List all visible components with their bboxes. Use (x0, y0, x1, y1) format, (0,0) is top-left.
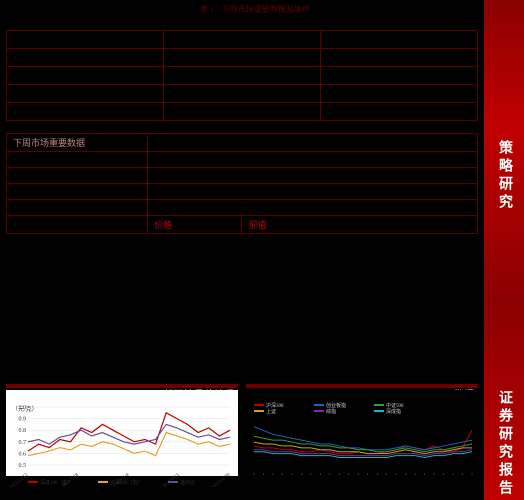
table-cell (164, 85, 321, 103)
svg-text:创业板指: 创业板指 (326, 402, 346, 409)
table-cell (321, 103, 478, 121)
sidebar: 策略研究 证券研究报告 (484, 0, 524, 500)
table-cell (7, 200, 148, 216)
chart-2: 数据 沪深300 创业板指 中证500 上证 综指 深成指 (246, 384, 478, 494)
table-header: 下周市场重要数据 (7, 134, 148, 152)
svg-text:2019/04/30: 2019/04/30 (211, 472, 232, 487)
svg-text:溢价比: 溢价比 (180, 479, 195, 486)
svg-text:沪深300（右）: 沪深300（右） (110, 479, 143, 486)
table-cell (321, 67, 478, 85)
svg-text:2012/12/12: 2012/12/12 (9, 472, 30, 487)
table-cell (164, 67, 321, 85)
table-2: 下周市场重要数据价格前值 (6, 133, 478, 234)
svg-text:0.8: 0.8 (19, 428, 27, 434)
table-cell (321, 85, 478, 103)
svg-text:深成指: 深成指 (386, 408, 401, 415)
chart-2-svg: 沪深300 创业板指 中证500 上证 综指 深成指 (246, 401, 476, 487)
svg-text:综指: 综指 (326, 408, 336, 415)
sidebar-label-2: 证券研究报告 (494, 390, 514, 498)
table-cell (164, 49, 321, 67)
table-cell (148, 168, 478, 184)
table-cell: 价格 (148, 216, 242, 234)
table-cell (7, 152, 148, 168)
sidebar-label-1: 策略研究 (494, 140, 514, 212)
svg-text:（元/克）: （元/克） (12, 405, 38, 413)
charts-row: 103 元-105 元 特殊情景估值看 0.50.60.70.80.91.0（元… (6, 384, 478, 494)
table-cell (148, 184, 478, 200)
svg-text:深证100（右）: 深证100（右） (40, 479, 73, 486)
table-cell (7, 216, 148, 234)
table-cell (7, 31, 164, 49)
svg-text:0.7: 0.7 (19, 440, 27, 446)
table-cell (321, 31, 478, 49)
chart-1-svg: 0.50.60.70.80.91.0（元/克）2012/12/122014/7/… (6, 401, 236, 487)
svg-text:上证: 上证 (266, 408, 276, 415)
chart-1-body: 0.50.60.70.80.91.0（元/克）2012/12/122014/7/… (6, 390, 238, 476)
chart-1: 103 元-105 元 特殊情景估值看 0.50.60.70.80.91.0（元… (6, 384, 238, 494)
svg-text:2017/09/1: 2017/09/1 (162, 472, 181, 487)
table-1 (6, 30, 478, 121)
table-cell (7, 184, 148, 200)
table-cell (7, 85, 164, 103)
top-note: 表 1：下周市场重要数据及事件 (200, 4, 310, 15)
table-cell (164, 103, 321, 121)
main-content: 表 1：下周市场重要数据及事件 下周市场重要数据价格前值 103 元-105 元… (0, 0, 484, 500)
chart-2-title: 数据 (246, 384, 478, 388)
table-header (148, 134, 478, 152)
table-cell: 前值 (242, 216, 478, 234)
svg-text:0.9: 0.9 (19, 417, 27, 423)
table-cell (7, 67, 164, 85)
chart-2-body: 沪深300 创业板指 中证500 上证 综指 深成指 (246, 390, 478, 476)
table-cell (148, 152, 478, 168)
table-cell (7, 103, 164, 121)
svg-text:沪深300: 沪深300 (266, 402, 284, 409)
svg-text:0.6: 0.6 (19, 451, 27, 457)
table-cell (148, 200, 478, 216)
table-cell (164, 31, 321, 49)
table-cell (7, 168, 148, 184)
table-cell (7, 49, 164, 67)
svg-text:0.5: 0.5 (19, 463, 27, 469)
svg-text:中证500: 中证500 (386, 402, 404, 409)
chart-1-title: 103 元-105 元 特殊情景估值看 (6, 384, 238, 388)
table-cell (321, 49, 478, 67)
